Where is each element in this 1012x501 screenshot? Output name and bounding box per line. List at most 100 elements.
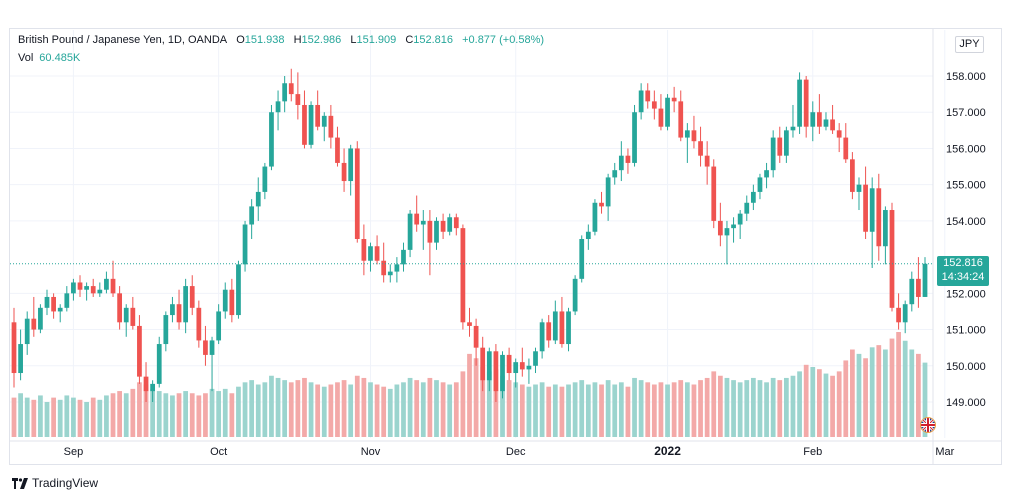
volume-bar xyxy=(130,388,136,437)
volume-bar xyxy=(308,382,314,437)
candle-body xyxy=(38,307,43,330)
volume-bar xyxy=(368,382,373,437)
candle-body xyxy=(282,83,288,102)
candle-body xyxy=(691,130,697,142)
candle-body xyxy=(110,278,116,294)
candle-body xyxy=(440,220,446,232)
volume-bar xyxy=(249,380,255,437)
candle-body xyxy=(229,289,235,316)
tradingview-logo-icon xyxy=(12,478,28,490)
volume-bar xyxy=(328,384,334,437)
volume-bar xyxy=(883,349,888,437)
volume-bar xyxy=(236,386,241,437)
volume-bar xyxy=(453,382,459,437)
uk-flag-icon[interactable] xyxy=(920,417,936,433)
volume-bar xyxy=(684,382,690,437)
volume-bar xyxy=(916,353,921,437)
volume-bar xyxy=(579,380,585,437)
candle-body xyxy=(269,112,274,167)
candle-body xyxy=(209,340,215,355)
volume-bar xyxy=(242,382,248,437)
candle-body xyxy=(480,347,486,381)
volume-bar xyxy=(255,384,261,437)
candle-body xyxy=(420,220,426,225)
candle-body xyxy=(843,137,849,160)
volume-bar xyxy=(407,377,413,437)
candle-body xyxy=(889,210,895,308)
candle-body xyxy=(64,293,70,308)
candle-body xyxy=(18,344,23,374)
close-label: C xyxy=(405,34,414,46)
volume-bar xyxy=(638,380,644,437)
candle-body xyxy=(24,318,30,345)
candle-body xyxy=(830,119,835,131)
volume-bar xyxy=(282,380,288,437)
candle-body xyxy=(506,354,512,374)
volume-bar xyxy=(420,382,426,437)
volume-bar xyxy=(698,380,703,437)
volume-bar xyxy=(447,384,453,437)
candle-body xyxy=(500,354,505,392)
volume-bar xyxy=(31,399,37,437)
x-tick-label: Nov xyxy=(361,446,381,458)
legend-volume: Vol 60.485K xyxy=(18,52,80,64)
volume-bar xyxy=(209,388,215,437)
candle-body xyxy=(288,83,294,95)
candle-body xyxy=(255,191,261,207)
volume-bar xyxy=(717,375,723,437)
candle-body xyxy=(242,224,248,265)
volume-bar xyxy=(902,340,908,437)
volume-bar xyxy=(506,380,512,437)
chart-frame xyxy=(9,28,1002,465)
volume-bar xyxy=(803,364,809,437)
candle-body xyxy=(117,293,122,323)
volume-bar xyxy=(618,382,624,437)
volume-bar xyxy=(836,371,842,437)
candle-body xyxy=(612,170,618,178)
last-price-value: 152.816 xyxy=(943,257,983,269)
candle-body xyxy=(546,322,552,341)
candle-body xyxy=(717,220,723,236)
volume-bar xyxy=(440,382,446,437)
candle-body xyxy=(658,108,664,127)
candle-body xyxy=(249,206,255,225)
currency-badge[interactable]: JPY xyxy=(955,36,984,53)
candle-body xyxy=(731,224,736,229)
candle-body xyxy=(123,307,129,323)
candle-body xyxy=(156,344,162,384)
candle-body xyxy=(97,289,103,294)
volume-bar xyxy=(863,358,868,437)
candle-body xyxy=(170,304,175,316)
volume-bar xyxy=(843,360,849,437)
candle-body xyxy=(744,202,750,214)
volume-bar xyxy=(486,371,492,437)
volume-bar xyxy=(625,386,631,437)
high-value: 152.986 xyxy=(301,34,342,46)
brand[interactable]: TradingView xyxy=(12,476,98,490)
candle-body xyxy=(599,202,604,207)
candle-body xyxy=(632,112,637,163)
volume-bar xyxy=(889,338,895,437)
candle-body xyxy=(189,286,195,308)
y-tick-label: 158.000 xyxy=(946,71,986,83)
volume-bar xyxy=(513,382,519,437)
volume-bar xyxy=(84,402,89,437)
candle-body xyxy=(513,362,519,374)
volume-bar xyxy=(757,380,763,437)
volume-bar xyxy=(123,393,129,437)
candle-body xyxy=(671,97,677,102)
volume-bar xyxy=(909,349,915,437)
candle-body xyxy=(368,246,373,261)
y-tick-label: 149.000 xyxy=(946,397,986,409)
candle-body xyxy=(453,217,459,229)
candle-body xyxy=(341,162,347,182)
volume-bar xyxy=(222,388,228,437)
candle-body xyxy=(203,340,208,355)
candle-body xyxy=(533,351,538,366)
candle-body xyxy=(447,217,453,232)
candle-body xyxy=(321,115,327,127)
candle-body xyxy=(493,351,499,392)
candle-body xyxy=(797,79,802,127)
symbol-title[interactable]: British Pound / Japanese Yen, 1D, OANDA xyxy=(18,34,228,46)
